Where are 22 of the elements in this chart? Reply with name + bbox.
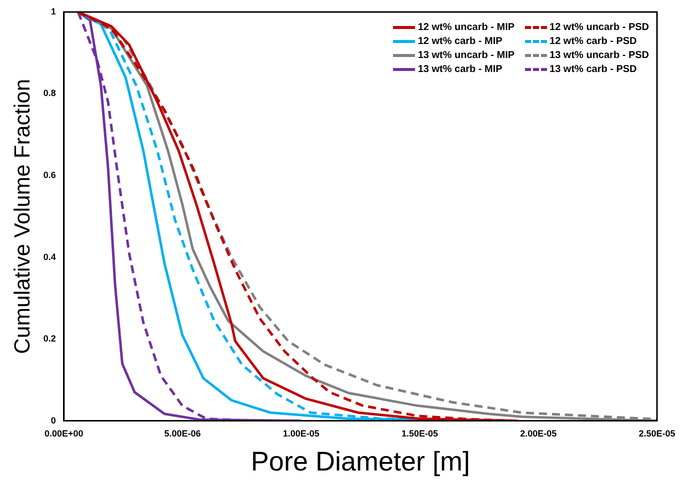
x-tick-label: 2.50E-05 xyxy=(638,428,676,439)
y-tick-label: 0 xyxy=(50,415,56,426)
legend-label: 12 wt% uncarb - MIP xyxy=(418,22,515,33)
x-axis-title: Pore Diameter [m] xyxy=(250,446,470,476)
y-tick-label: 0.8 xyxy=(43,88,56,98)
legend-label: 13 wt% uncarb - PSD xyxy=(550,50,649,61)
legend-label: 13 wt% carb - MIP xyxy=(418,64,502,75)
y-tick-label: 0.4 xyxy=(43,252,56,262)
x-tick-label: 5.00E-06 xyxy=(164,428,201,439)
x-tick-label: 1.50E-05 xyxy=(402,428,438,439)
y-tick-label: 0.6 xyxy=(43,170,56,180)
legend-label: 13 wt% carb - PSD xyxy=(550,64,637,75)
y-tick-label: 1 xyxy=(50,6,56,16)
legend-label: 12 wt% carb - MIP xyxy=(418,36,502,47)
x-tick-label: 0.00E+00 xyxy=(44,428,84,439)
legend-label: 12 wt% carb - PSD xyxy=(550,36,637,47)
y-tick-label: 0.2 xyxy=(43,334,56,344)
y-axis-title: Cumulative Volume Fraction xyxy=(9,78,34,354)
x-tick-label: 2.00E-05 xyxy=(520,428,557,439)
legend-label: 12 wt% uncarb - PSD xyxy=(550,22,649,33)
legend-label: 13 wt% uncarb - MIP xyxy=(418,50,515,61)
x-tick-label: 1.00E-05 xyxy=(282,428,320,439)
